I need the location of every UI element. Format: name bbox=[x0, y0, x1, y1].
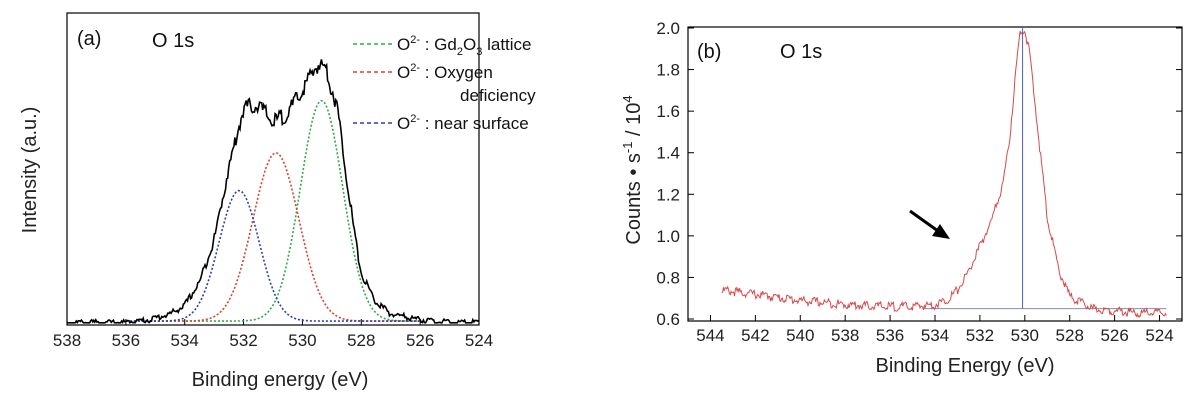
panel-b-x-tick-label: 542 bbox=[741, 326, 769, 345]
panel-b-y-ticks: 0.6 0.8 1.0 1.2 1.4 1.6 1.8 2.0 bbox=[656, 19, 1182, 329]
panel-a-y-axis-label: Intensity (a.u.) bbox=[19, 107, 41, 234]
panel-b-y-tick-label: 1.8 bbox=[656, 61, 680, 80]
panel-a-x-tick-label: 528 bbox=[347, 331, 375, 350]
panel-a-x-tick-label: 532 bbox=[229, 331, 257, 350]
panel-a: 538 536 534 532 530 528 526 524 (a) O 1s O2- : … bbox=[19, 12, 536, 391]
panel-b-x-tick-label: 536 bbox=[876, 326, 904, 345]
legend-entry-deficiency: O2- : Oxygen bbox=[397, 62, 493, 82]
panel-b-x-tick-label: 526 bbox=[1100, 326, 1128, 345]
panel-a-curves bbox=[66, 59, 480, 325]
panel-a-x-ticks: 538 536 534 532 530 528 526 524 bbox=[53, 319, 493, 350]
panel-b-curves bbox=[721, 28, 1167, 319]
panel-b-x-tick-label: 530 bbox=[1011, 326, 1039, 345]
panel-a-x-tick-label: 530 bbox=[288, 331, 316, 350]
panel-b-spectrum-curve bbox=[721, 30, 1167, 319]
legend-entry-deficiency-line2: deficiency bbox=[460, 86, 536, 105]
arrow-annotation bbox=[909, 209, 950, 239]
panel-a-x-tick-label: 526 bbox=[406, 331, 434, 350]
panel-a-x-axis-label: Binding energy (eV) bbox=[192, 369, 369, 391]
panel-a-component-curve bbox=[125, 152, 421, 322]
panel-b-y-tick-label: 0.6 bbox=[656, 310, 680, 329]
panel-b-x-tick-label: 544 bbox=[696, 326, 724, 345]
arrow-shaft bbox=[909, 209, 939, 233]
panel-a-title: O 1s bbox=[152, 30, 194, 52]
panel-b-y-tick-label: 1.0 bbox=[656, 227, 680, 246]
panel-b-x-tick-label: 540 bbox=[786, 326, 814, 345]
panel-a-x-tick-label: 536 bbox=[112, 331, 140, 350]
panel-b: 544 542 540 538 536 534 532 530 528 526 524 0.6 0.8… bbox=[620, 19, 1183, 377]
panel-b-y-tick-label: 0.8 bbox=[656, 268, 680, 287]
panel-b-x-tick-label: 524 bbox=[1145, 326, 1173, 345]
panel-b-y-tick-label: 1.6 bbox=[656, 102, 680, 121]
panel-b-y-axis-label: Counts • s-1 / 104 bbox=[620, 95, 645, 244]
panel-b-y-tick-label: 2.0 bbox=[656, 19, 680, 38]
panel-a-legend: O2- : Gd2O3 lattice O2- : Oxygen deficie… bbox=[353, 34, 536, 133]
panel-a-x-tick-label: 538 bbox=[53, 331, 81, 350]
legend-entry-lattice: O2- : Gd2O3 lattice bbox=[397, 34, 532, 58]
panel-a-envelope-curve bbox=[66, 59, 480, 325]
panel-b-x-tick-label: 534 bbox=[921, 326, 949, 345]
panel-a-component-curve bbox=[125, 189, 421, 322]
panel-b-x-tick-label: 532 bbox=[966, 326, 994, 345]
panel-b-y-tick-label: 1.2 bbox=[656, 185, 680, 204]
arrow-head bbox=[932, 224, 950, 239]
panel-a-frame bbox=[66, 12, 480, 326]
panel-b-title: O 1s bbox=[780, 41, 822, 63]
panel-b-x-tick-label: 528 bbox=[1056, 326, 1084, 345]
legend-entry-surface: O2- : near surface bbox=[397, 113, 529, 133]
panel-b-x-ticks: 544 542 540 538 536 534 532 530 528 526 524 bbox=[696, 315, 1174, 345]
panel-b-y-tick-label: 1.4 bbox=[656, 144, 680, 163]
panel-a-label: (a) bbox=[77, 28, 101, 50]
panel-b-x-axis-label: Binding Energy (eV) bbox=[876, 355, 1055, 377]
panel-b-x-tick-label: 538 bbox=[831, 326, 859, 345]
panel-b-frame bbox=[687, 26, 1183, 322]
panel-a-x-tick-label: 524 bbox=[465, 331, 493, 350]
panel-b-label: (b) bbox=[697, 41, 721, 63]
panel-a-x-tick-label: 534 bbox=[171, 331, 199, 350]
